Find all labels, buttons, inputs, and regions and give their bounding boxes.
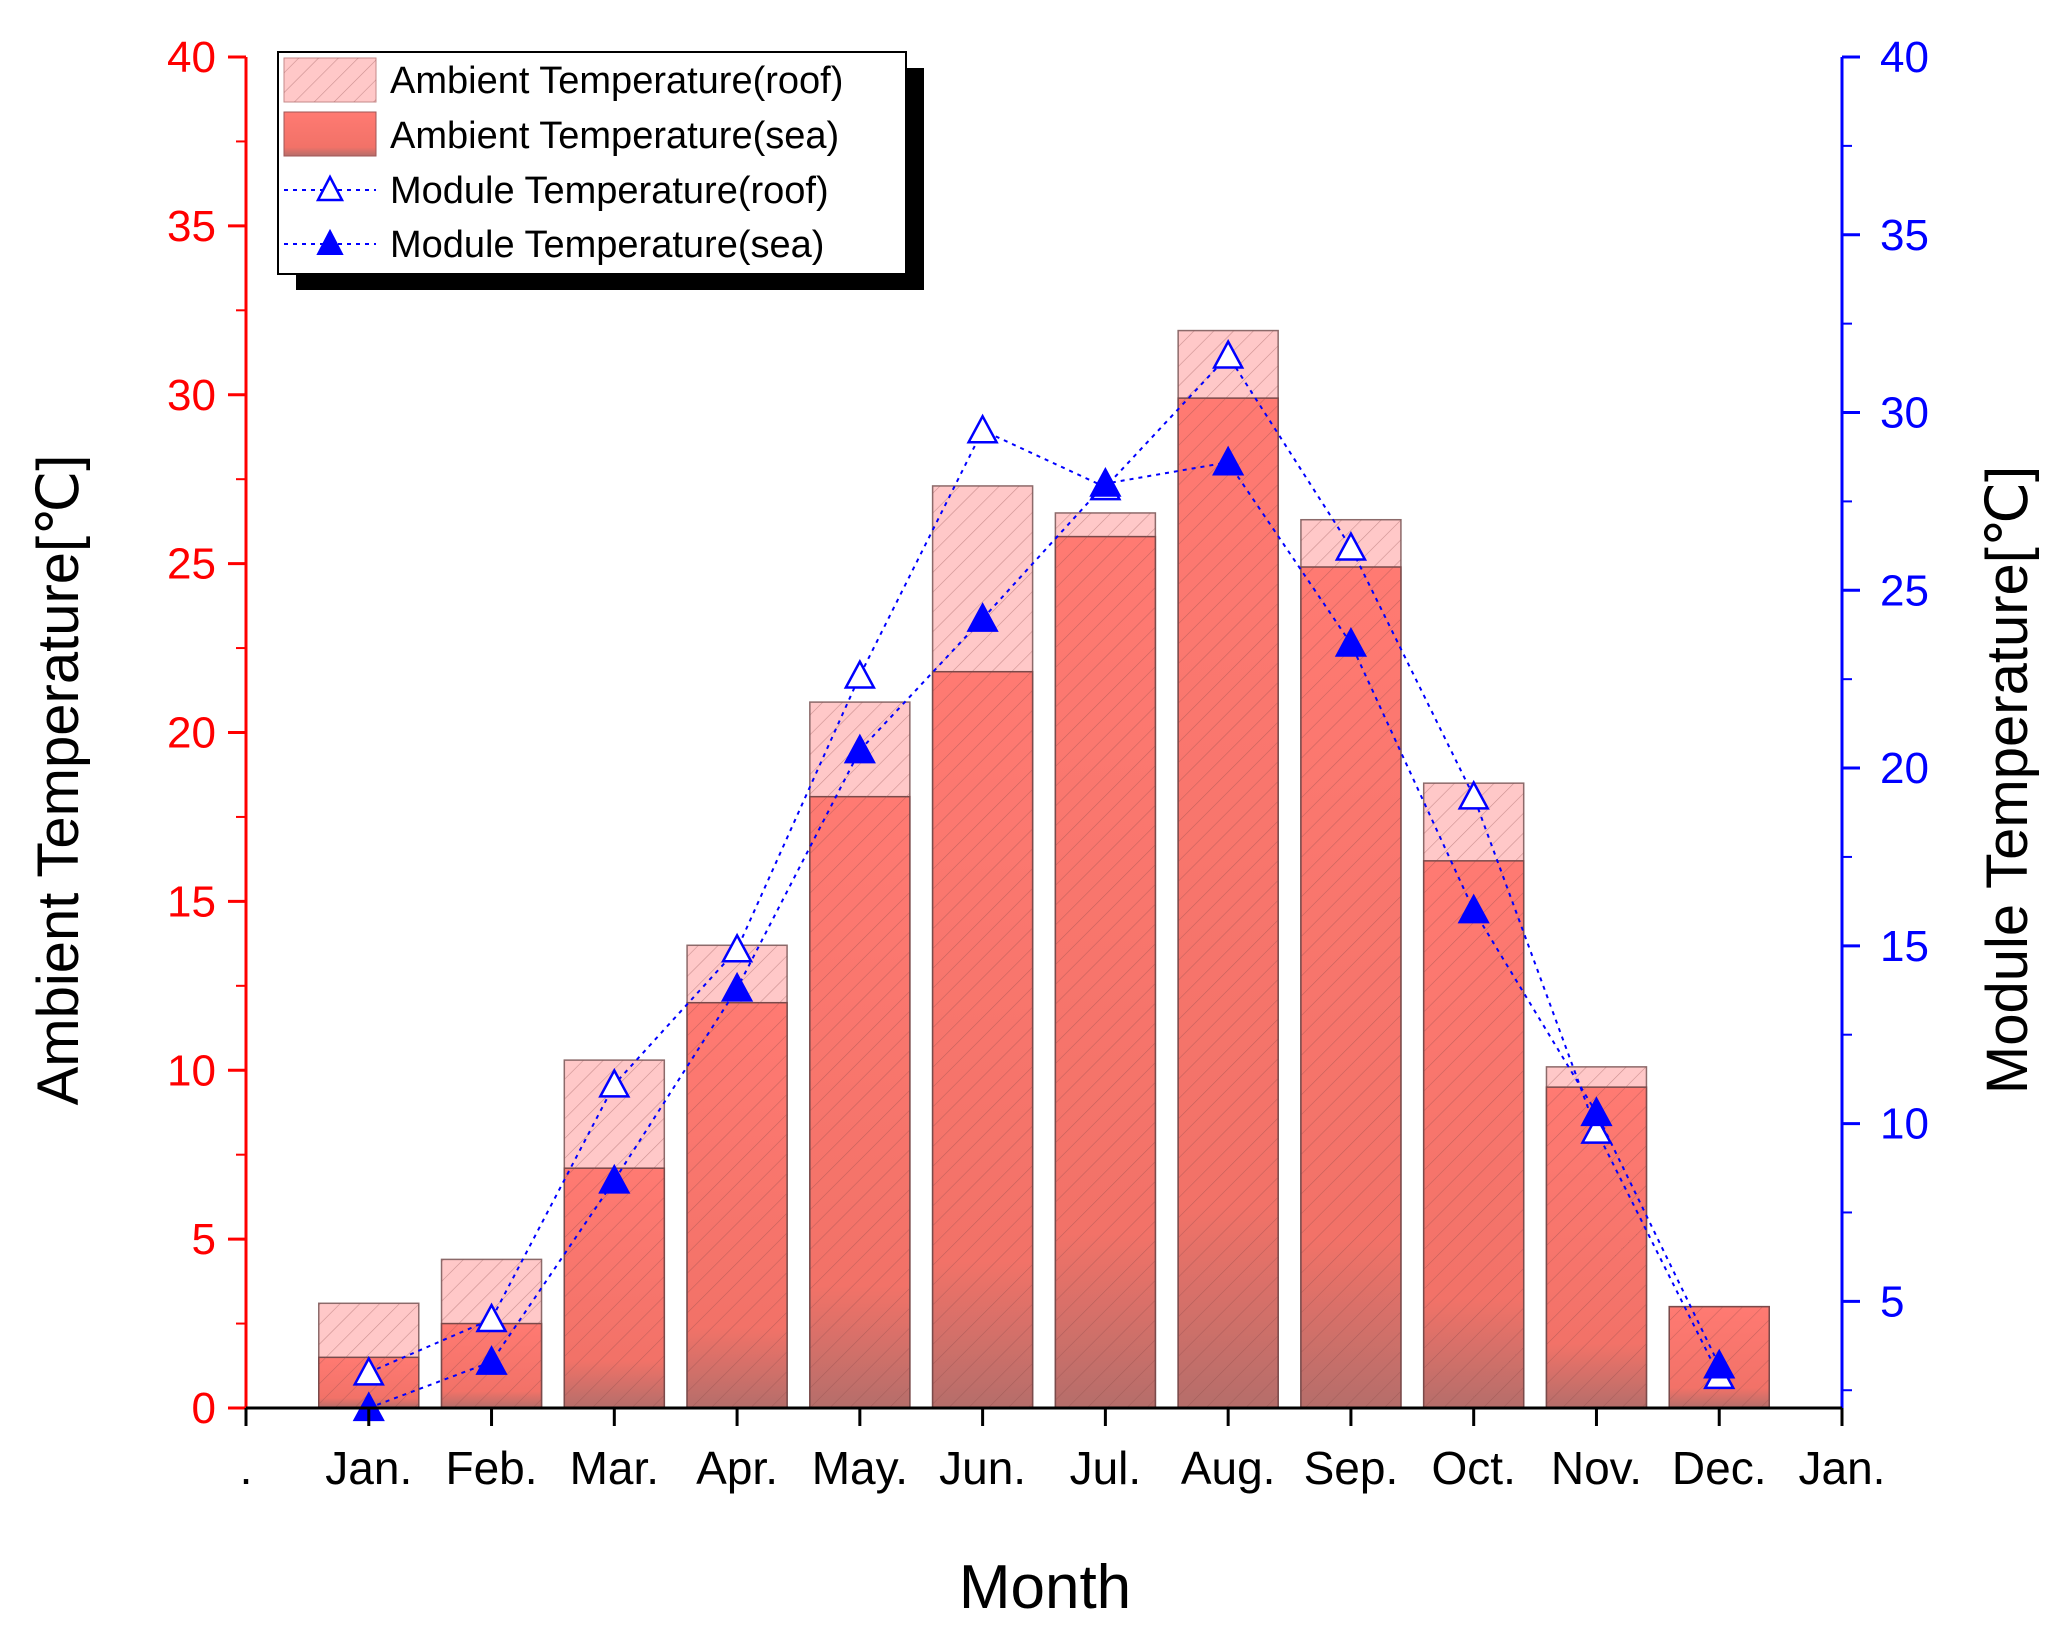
y-left-tick-label: 40 [167, 33, 216, 82]
y-axis-left-title: Ambient Temperature[℃] [26, 455, 91, 1106]
marker-module-sea-2 [475, 1345, 508, 1375]
x-tick-label: Dec. [1672, 1442, 1767, 1494]
marker-module-sea-10 [1457, 893, 1490, 924]
line-module-roof [368, 354, 1721, 1377]
marker-module-roof-8 [1212, 339, 1245, 369]
y-right-tick-label: 5 [1880, 1277, 1904, 1326]
legend-sea-bar-swatch [283, 111, 377, 157]
marker-module-roof-4 [720, 932, 754, 963]
bar-sea-hatch-10 [1423, 860, 1524, 1408]
x-tick-label: Jan. [325, 1442, 412, 1494]
y-right-tick-label: 25 [1880, 566, 1929, 615]
line-module-sea [368, 461, 1721, 1409]
marker-module-roof-3 [598, 1067, 631, 1098]
marker-module-sea-7 [1089, 467, 1122, 497]
axes: 0 5 10 15 20 25 30 35 40 5 10 15 20 25 30 35 40. Jan. Feb.… [167, 33, 1929, 1494]
bar-sea-hatch-8 [1178, 398, 1279, 1408]
x-tick-label: Apr. [696, 1442, 778, 1494]
y-right-tick-label: 35 [1880, 211, 1929, 260]
marker-module-roof-2 [475, 1302, 508, 1333]
legend-roof-marker-icon [315, 174, 345, 202]
marker-module-sea-4 [720, 971, 754, 1002]
module-lines [352, 339, 1736, 1422]
marker-module-roof-11 [1580, 1114, 1613, 1144]
y-right-tick-label: 10 [1880, 1100, 1929, 1149]
y-right-tick-label: 30 [1880, 389, 1929, 438]
legend-sea-marker-icon [316, 228, 344, 255]
x-tick-label: Nov. [1551, 1442, 1642, 1494]
x-tick-label: May. [812, 1442, 908, 1494]
x-tick-label: Jul. [1070, 1442, 1142, 1494]
bars-sea-series [318, 397, 1770, 1409]
x-tick-label: Jan. [1799, 1442, 1886, 1494]
marker-module-sea-6 [966, 602, 999, 632]
marker-module-roof-5 [843, 658, 876, 689]
marker-module-roof-1 [352, 1355, 385, 1386]
marker-module-sea-12 [1703, 1348, 1736, 1379]
y-left-tick-label: 5 [192, 1215, 216, 1264]
y-left-tick-label: 15 [167, 877, 216, 926]
y-left-tick-label: 30 [167, 371, 216, 420]
bar-sea-hatch-6 [932, 671, 1033, 1408]
legend: Ambient Temperature(roof) Ambient Temper… [277, 51, 924, 290]
marker-module-sea-5 [843, 733, 876, 764]
bar-sea-hatch-4 [687, 1002, 788, 1408]
legend-roof-bar-hatch [284, 58, 376, 102]
bar-sea-hatch-7 [1055, 536, 1156, 1408]
legend-box [277, 51, 907, 275]
legend-label-roof-bar: Ambient Temperature(roof) [390, 60, 843, 102]
x-tick-label: Oct. [1432, 1442, 1516, 1494]
y-axis-right-title: Module Temperature[℃] [1975, 466, 2040, 1094]
y-left-tick-label: 20 [167, 709, 216, 758]
y-left-tick-label: 0 [192, 1384, 216, 1433]
marker-module-sea-8 [1212, 445, 1245, 476]
x-tick-label: Aug. [1181, 1442, 1276, 1494]
bar-sea-hatch-5 [809, 796, 910, 1408]
y-left-tick-label: 25 [167, 540, 216, 589]
marker-module-roof-10 [1457, 779, 1490, 810]
x-tick-label: Sep. [1304, 1442, 1399, 1494]
x-tick-label: Mar. [570, 1442, 659, 1494]
marker-module-sea-9 [1334, 626, 1368, 657]
bar-sea-hatch-9 [1300, 567, 1401, 1408]
marker-module-roof-6 [966, 413, 999, 444]
x-tick-label: Jun. [939, 1442, 1026, 1494]
legend-label-roof-line: Module Temperature(roof) [390, 170, 829, 212]
marker-module-sea-11 [1580, 1096, 1613, 1127]
y-right-tick-label: 40 [1880, 33, 1929, 82]
marker-module-sea-3 [598, 1163, 631, 1194]
legend-label-sea-line: Module Temperature(sea) [390, 224, 824, 266]
x-axis-title: Month [959, 1553, 1131, 1622]
marker-module-roof-9 [1334, 530, 1368, 561]
y-left-tick-label: 10 [167, 1046, 216, 1095]
bar-sea-hatch-3 [564, 1168, 665, 1408]
y-right-tick-label: 20 [1880, 744, 1929, 793]
x-tick-label: . [240, 1442, 253, 1494]
legend-label-sea-bar: Ambient Temperature(sea) [390, 115, 839, 157]
x-tick-label: Feb. [446, 1442, 538, 1494]
y-right-tick-label: 15 [1880, 922, 1929, 971]
y-left-tick-label: 35 [167, 202, 216, 251]
